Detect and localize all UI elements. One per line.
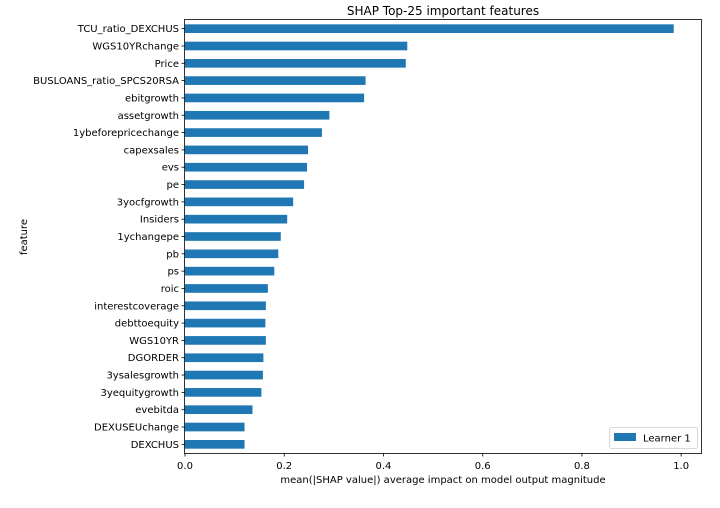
legend: Learner 1	[609, 427, 698, 449]
y-tick-label: DEXCHUS	[131, 440, 179, 451]
y-tick-label: Insiders	[140, 215, 179, 226]
bar	[185, 93, 365, 103]
bar	[185, 41, 408, 51]
y-tick-label: Price	[155, 59, 179, 70]
y-tick-label: ps	[167, 267, 179, 278]
y-tick-label: WGS10YR	[129, 336, 179, 347]
x-axis-label: mean(|SHAP value|) average impact on mod…	[280, 475, 605, 486]
y-tick-label: capexsales	[124, 145, 179, 156]
bar	[185, 249, 279, 259]
y-tick-label: evs	[162, 163, 179, 174]
y-tick-label: BUSLOANS_ratio_SPCS20RSA	[33, 76, 179, 87]
bars-layer	[185, 24, 674, 449]
x-tick-label: 0.8	[574, 461, 590, 472]
y-tick-label: assetgrowth	[118, 111, 179, 122]
bar	[185, 284, 268, 293]
y-tick-label: pb	[166, 249, 179, 260]
y-tick-label: DGORDER	[128, 353, 179, 364]
bar	[185, 318, 266, 328]
bar	[185, 24, 674, 33]
y-tick-label: debttoequity	[115, 319, 179, 330]
x-tick-label: 0.4	[376, 461, 392, 472]
bar	[185, 110, 330, 120]
y-tick-label: evebitda	[135, 405, 179, 416]
x-tick-label: 0.6	[475, 461, 491, 472]
bar	[185, 128, 322, 137]
bar	[185, 58, 406, 68]
y-tick-label: 3yequitygrowth	[100, 388, 179, 399]
legend-label: Learner 1	[643, 434, 691, 445]
y-tick-label: WGS10YRchange	[92, 41, 179, 52]
y-tick-label: TCU_ratio_DEXCHUS	[77, 24, 179, 35]
legend-box	[609, 427, 698, 449]
bar	[185, 301, 266, 311]
bar	[185, 180, 305, 189]
x-tick-label: 0.0	[177, 461, 193, 472]
bar	[185, 370, 263, 380]
x-tick-label: 1.0	[673, 461, 689, 472]
bar	[185, 76, 366, 85]
bar	[185, 353, 264, 363]
y-tick-label: 1ychangepe	[117, 232, 179, 243]
bar	[185, 405, 253, 415]
bar	[185, 162, 308, 172]
y-tick-label: 3ysalesgrowth	[106, 371, 179, 382]
bar	[185, 336, 266, 345]
legend-swatch	[614, 433, 636, 441]
bar	[185, 388, 262, 397]
x-axis-ticks: 0.0 0.2 0.4 0.6 0.8 1.0	[177, 453, 689, 472]
y-tick-label: DEXUSEUchange	[94, 423, 179, 434]
bar	[185, 197, 294, 207]
bar	[185, 266, 275, 276]
y-tick-label: roic	[161, 284, 179, 295]
bar	[185, 422, 245, 432]
y-axis-label: feature	[19, 219, 30, 255]
bar	[185, 145, 309, 155]
chart-title: SHAP Top-25 important features	[347, 4, 539, 18]
plot-frame	[184, 19, 702, 454]
x-tick-label: 0.2	[276, 461, 292, 472]
bar	[185, 440, 245, 449]
bar	[185, 214, 288, 224]
y-axis-ticks: TCU_ratio_DEXCHUS WGS10YRchange Price BUSLO…	[33, 24, 185, 451]
bar	[185, 232, 281, 241]
y-tick-label: interestcoverage	[94, 301, 179, 312]
y-tick-label: ebitgrowth	[125, 93, 179, 104]
y-tick-label: 3yocfgrowth	[117, 197, 179, 208]
y-tick-label: 1ybeforepricechange	[73, 128, 179, 139]
y-tick-label: pe	[167, 180, 180, 191]
